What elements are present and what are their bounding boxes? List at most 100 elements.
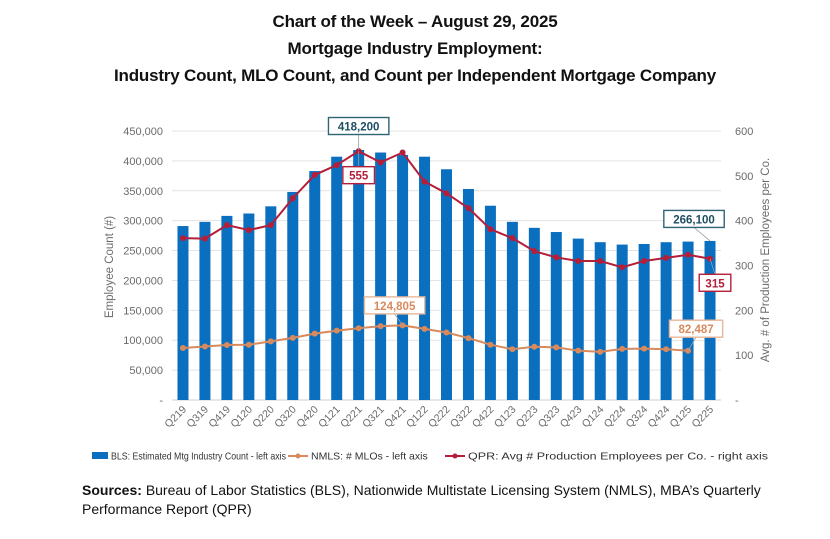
data-label: 124,805: [374, 301, 416, 313]
qpr-point-Q419: [223, 222, 230, 229]
bar-Q422: [484, 205, 496, 400]
nmls-point-Q220: [267, 338, 274, 345]
nmls-point-Q321: [377, 323, 384, 330]
chart-title-main: Mortgage Industry Employment:: [287, 39, 543, 58]
y-tick-label: 350,000: [123, 186, 163, 198]
nmls-point-Q323: [553, 344, 560, 351]
x-tick-label: Q223: [514, 404, 541, 431]
y2-tick-label: 200: [735, 305, 753, 317]
y-tick-label: 50,000: [129, 365, 163, 377]
sources-text: Bureau of Labor Statistics (BLS), Nation…: [82, 482, 761, 517]
data-label: 315: [705, 278, 725, 290]
label-leader: [693, 227, 711, 242]
data-label: 555: [349, 171, 369, 183]
bar-Q221: [353, 150, 365, 400]
data-label: 82,487: [678, 324, 713, 336]
x-tick-label: Q221: [338, 404, 365, 431]
bar-Q423: [572, 238, 584, 400]
qpr-point-Q420: [311, 171, 318, 178]
y2-tick-label: 300: [735, 261, 753, 273]
x-tick-label: Q220: [250, 404, 277, 431]
nmls-point-Q121: [333, 327, 340, 334]
legend: BLS: Estimated Mtg Industry Count - left…: [92, 451, 768, 463]
nmls-point-Q423: [575, 347, 582, 354]
bar-Q122: [419, 156, 431, 400]
x-tick-label: Q424: [646, 404, 673, 431]
nmls-point-Q319: [201, 343, 208, 350]
right-y-axis: - 100 200 300 400 500 600: [735, 126, 753, 407]
qpr-point-Q319: [201, 235, 208, 242]
qpr-point-Q324: [641, 258, 648, 265]
bar-Q420: [309, 171, 321, 400]
x-tick-label: Q320: [272, 404, 299, 431]
x-tick-label: Q423: [558, 404, 585, 431]
x-tick-label: Q123: [492, 404, 519, 431]
bls-bars: [177, 150, 716, 400]
bar-Q220: [265, 206, 277, 400]
x-tick-label: Q420: [294, 404, 321, 431]
legend-marker-nmls: [295, 453, 301, 459]
x-tick-label: Q122: [404, 404, 431, 431]
qpr-point-Q124: [597, 258, 604, 265]
bar-Q324: [638, 243, 650, 400]
label-leader: [709, 258, 716, 275]
legend-swatch-bls: [92, 452, 108, 459]
data-label-box: [668, 319, 724, 338]
bar-Q120: [243, 213, 255, 400]
x-tick-label: Q319: [184, 404, 211, 431]
qpr-point-Q123: [509, 235, 516, 242]
x-tick-label: Q419: [206, 404, 233, 431]
qpr-point-Q220: [267, 222, 274, 229]
bar-Q223: [528, 227, 540, 400]
y2-tick-label: 500: [735, 171, 753, 183]
data-label: 266,100: [673, 214, 715, 226]
x-tick-label: Q124: [580, 404, 607, 431]
nmls-point-Q224: [619, 345, 626, 352]
sources-note: Sources: Bureau of Labor Statistics (BLS…: [82, 481, 782, 519]
bar-Q222: [441, 169, 452, 400]
x-tick-label: Q324: [624, 404, 651, 431]
bar-Q424: [660, 242, 672, 400]
nmls-point-Q320: [289, 334, 296, 341]
y2-tick-label: 100: [735, 350, 753, 362]
left-axis-title: Employee Count (#): [104, 216, 116, 318]
nmls-line: [182, 324, 689, 353]
bar-Q121: [331, 156, 343, 400]
qpr-point-Q122: [421, 178, 428, 185]
y-tick-label: 150,000: [123, 305, 163, 317]
qpr-point-Q423: [575, 258, 582, 265]
y-tick-label: 400,000: [123, 156, 163, 168]
nmls-point-Q122: [421, 325, 428, 332]
x-tick-label: Q120: [228, 404, 255, 431]
legend-label-bls: BLS: Estimated Mtg Industry Count - left…: [111, 451, 286, 463]
nmls-point-Q120: [245, 341, 252, 348]
y2-tick-label: 600: [735, 126, 753, 138]
chart-title-block: Chart of the Week – August 29, 2025 Mort…: [0, 8, 830, 89]
bar-Q421: [397, 154, 409, 400]
y2-tick-label: 400: [735, 216, 753, 228]
qpr-point-Q320: [289, 195, 296, 202]
chart-title-date: Chart of the Week – August 29, 2025: [272, 12, 558, 31]
x-tick-label: Q421: [382, 404, 409, 431]
qpr-point-Q422: [487, 226, 494, 233]
bar-Q321: [375, 152, 387, 400]
x-tick-label: Q322: [448, 404, 475, 431]
nmls-point-Q222: [443, 329, 450, 336]
nmls-point-Q422: [487, 341, 494, 348]
data-label: 418,200: [338, 122, 380, 134]
x-tick-label: Q125: [668, 404, 695, 431]
qpr-point-Q125: [685, 251, 692, 258]
qpr-point-Q219: [179, 235, 186, 242]
legend-marker-qpr: [452, 453, 458, 459]
right-axis-title: Avg. # of Production Employees per Co.: [760, 158, 772, 362]
sources-label: Sources:: [82, 482, 142, 498]
data-labels: 418,200 555 124,805 266,100 315 82,487: [327, 116, 732, 351]
bar-Q219: [177, 226, 189, 400]
x-tick-label: Q321: [360, 404, 387, 431]
y-tick-label: 100,000: [123, 335, 163, 347]
legend-label-qpr: QPR: Avg # Production Employees per Co. …: [468, 451, 768, 463]
qpr-point-Q121: [333, 162, 340, 169]
x-tick-label: Q219: [162, 404, 189, 431]
x-tick-label: Q422: [470, 404, 497, 431]
